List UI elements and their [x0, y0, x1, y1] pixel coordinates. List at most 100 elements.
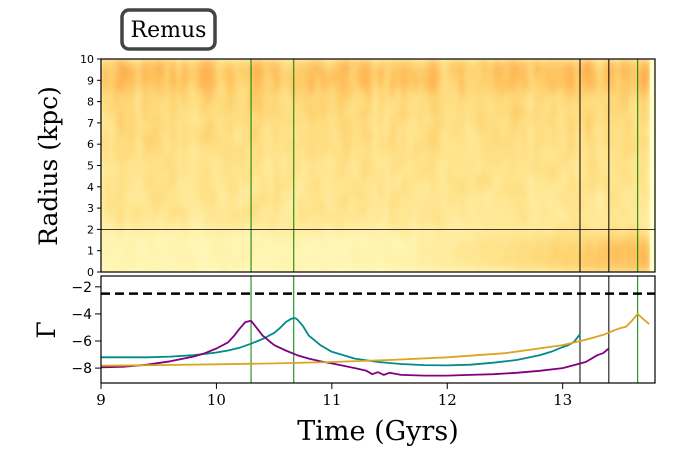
heatmap-cell: [343, 234, 350, 241]
heatmap-cell: [481, 154, 489, 161]
heatmap-cell: [337, 256, 344, 262]
heatmap-cell: [522, 128, 529, 135]
heatmap-cell: [129, 59, 137, 65]
heatmap-cell: [522, 186, 529, 193]
heatmap-cell: [522, 165, 529, 172]
heatmap-cell: [314, 165, 321, 172]
heatmap-cell: [378, 245, 385, 252]
heatmap-cell: [522, 266, 529, 272]
heatmap-cell: [453, 106, 460, 113]
heatmap-cell: [199, 59, 206, 65]
heatmap-cell: [343, 133, 350, 140]
heatmap-cell: [585, 117, 593, 124]
heatmap-cell: [279, 69, 287, 76]
heatmap-cell: [476, 59, 483, 65]
heatmap-cell: [458, 122, 466, 129]
heatmap-cell: [354, 117, 362, 124]
heatmap-cell: [418, 160, 425, 167]
heatmap-cell: [164, 64, 171, 71]
heatmap-cell: [458, 240, 466, 246]
heatmap-cell: [251, 96, 258, 103]
heatmap-cell: [447, 176, 454, 183]
heatmap-cell: [620, 69, 627, 76]
heatmap-cell: [227, 122, 235, 129]
heatmap-cell: [222, 165, 229, 172]
heatmap-cell: [562, 245, 570, 252]
heatmap-cell: [320, 80, 327, 87]
heatmap-cell: [326, 149, 333, 156]
heatmap-cell: [366, 181, 373, 188]
heatmap-cell: [620, 208, 627, 215]
heatmap-cell: [383, 261, 391, 268]
heatmap-cell: [626, 144, 633, 151]
heatmap-cell: [331, 234, 339, 241]
heatmap-cell: [274, 138, 281, 145]
heatmap-cell: [551, 165, 558, 172]
heatmap-cell: [204, 165, 212, 172]
heatmap-cell: [424, 59, 431, 65]
heatmap-cell: [528, 261, 535, 268]
heatmap-cell: [366, 112, 373, 119]
heatmap-cell: [297, 170, 304, 177]
heatmap-cell: [164, 234, 171, 241]
heatmap-cell: [545, 160, 552, 167]
heatmap-cell: [216, 266, 223, 272]
heatmap-cell: [441, 101, 448, 108]
heatmap-cell: [562, 154, 570, 161]
heatmap-cell: [101, 149, 108, 156]
heatmap-cell: [256, 176, 264, 183]
heatmap-cell: [424, 154, 431, 161]
heatmap-cell: [516, 256, 523, 262]
heatmap-cell: [349, 261, 356, 268]
heatmap-cell: [476, 256, 483, 262]
heatmap-cell: [383, 202, 391, 209]
heatmap-cell: [302, 80, 310, 87]
heatmap-cell: [227, 59, 235, 65]
heatmap-cell: [464, 74, 471, 81]
heatmap-cell: [585, 176, 593, 183]
heatmap-cell: [147, 170, 154, 177]
heatmap-cell: [176, 208, 183, 215]
heatmap-cell: [597, 245, 604, 252]
heatmap-cell: [441, 106, 448, 113]
heatmap-cell: [279, 138, 287, 145]
heatmap-cell: [239, 122, 246, 129]
heatmap-cell: [279, 218, 287, 225]
heatmap-cell: [470, 197, 477, 204]
heatmap-cell: [308, 256, 316, 262]
heatmap-cell: [349, 165, 356, 172]
heatmap-cell: [193, 256, 200, 262]
heatmap-cell: [574, 144, 581, 151]
heatmap-cell: [204, 154, 212, 161]
heatmap-cell: [453, 69, 460, 76]
heatmap-cell: [614, 149, 621, 156]
heatmap-cell: [268, 170, 275, 177]
heatmap-cell: [262, 192, 269, 199]
heatmap-cell: [493, 90, 500, 97]
heatmap-cell: [360, 256, 368, 262]
heatmap-cell: [614, 224, 621, 230]
heatmap-cell: [285, 160, 293, 167]
heatmap-cell: [545, 240, 552, 246]
heatmap-cell: [493, 229, 500, 236]
heatmap-cell: [568, 208, 575, 215]
heatmap-cell: [574, 59, 581, 65]
heatmap-cell: [320, 224, 327, 230]
heatmap-cell: [193, 165, 200, 172]
heatmap-cell: [643, 90, 650, 97]
heatmap-cell: [568, 85, 575, 92]
heatmap-cell: [268, 197, 275, 204]
heatmap-cell: [152, 202, 160, 209]
heatmap-cell: [314, 213, 321, 220]
heatmap-cell: [516, 138, 523, 145]
heatmap-cell: [470, 224, 477, 230]
heatmap-cell: [545, 154, 552, 161]
heatmap-cell: [181, 213, 189, 220]
heatmap-cell: [378, 74, 385, 81]
heatmap-cell: [591, 181, 598, 188]
heatmap-cell: [331, 149, 339, 156]
heatmap-cell: [245, 106, 252, 113]
heatmap-cell: [395, 69, 402, 76]
heatmap-cell: [291, 192, 298, 199]
heatmap-cell: [510, 266, 518, 272]
